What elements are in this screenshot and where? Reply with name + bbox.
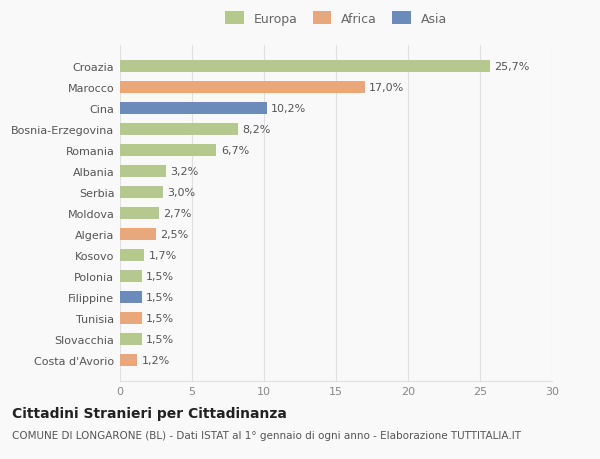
Text: 1,5%: 1,5%: [146, 334, 174, 344]
Legend: Europa, Africa, Asia: Europa, Africa, Asia: [225, 12, 447, 26]
Text: 25,7%: 25,7%: [494, 62, 530, 72]
Text: 1,5%: 1,5%: [146, 313, 174, 323]
Bar: [120, 207, 159, 219]
Text: 8,2%: 8,2%: [242, 125, 271, 134]
Bar: [120, 270, 142, 282]
Bar: [120, 333, 142, 345]
Text: COMUNE DI LONGARONE (BL) - Dati ISTAT al 1° gennaio di ogni anno - Elaborazione : COMUNE DI LONGARONE (BL) - Dati ISTAT al…: [12, 431, 521, 441]
Bar: [120, 124, 238, 135]
Text: 1,2%: 1,2%: [142, 355, 170, 365]
Bar: [120, 313, 142, 324]
Text: 1,5%: 1,5%: [146, 271, 174, 281]
Text: 2,7%: 2,7%: [163, 208, 191, 218]
Bar: [120, 82, 365, 94]
Text: 6,7%: 6,7%: [221, 146, 249, 156]
Bar: [120, 103, 267, 114]
Bar: [120, 291, 142, 303]
Text: 17,0%: 17,0%: [369, 83, 404, 93]
Bar: [120, 229, 156, 240]
Text: 3,0%: 3,0%: [167, 188, 196, 197]
Bar: [120, 145, 217, 157]
Text: Cittadini Stranieri per Cittadinanza: Cittadini Stranieri per Cittadinanza: [12, 406, 287, 420]
Bar: [120, 61, 490, 73]
Text: 2,5%: 2,5%: [160, 230, 188, 239]
Text: 10,2%: 10,2%: [271, 104, 307, 114]
Bar: [120, 250, 145, 261]
Text: 1,5%: 1,5%: [146, 292, 174, 302]
Text: 1,7%: 1,7%: [149, 250, 177, 260]
Bar: [120, 166, 166, 177]
Bar: [120, 187, 163, 198]
Bar: [120, 354, 137, 366]
Text: 3,2%: 3,2%: [170, 167, 199, 177]
